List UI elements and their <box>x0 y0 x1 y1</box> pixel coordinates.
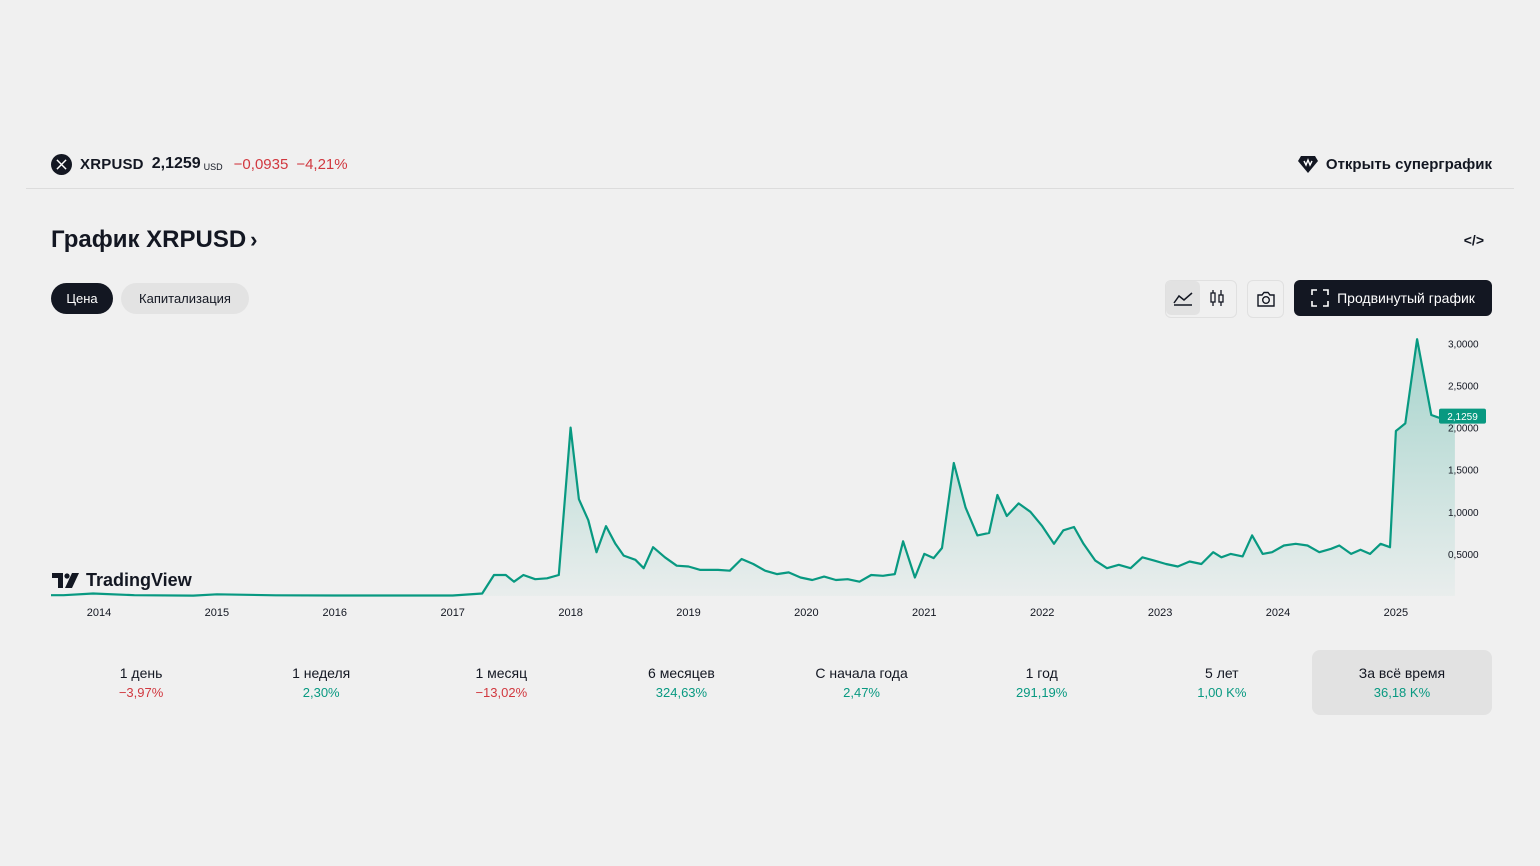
period-value: 36,18 K% <box>1373 685 1431 700</box>
tab-price[interactable]: Цена <box>51 283 113 314</box>
tradingview-logo: TradingView <box>52 570 192 591</box>
chart-title: График XRPUSD <box>51 226 247 253</box>
period-value: 324,63% <box>655 685 708 700</box>
snapshot-button[interactable] <box>1247 280 1284 318</box>
period-label: 1 день <box>119 665 163 681</box>
chevron-right-icon: › <box>250 227 258 252</box>
x-axis-label: 2022 <box>1030 607 1054 619</box>
x-axis-label: 2019 <box>676 607 700 619</box>
period-label: 5 лет <box>1205 665 1239 681</box>
fullscreen-icon <box>1311 289 1329 307</box>
period-label: 6 месяцев <box>648 665 715 681</box>
y-axis-label: 2,0000 <box>1448 424 1479 435</box>
tab-capitalization[interactable]: Капитализация <box>121 283 249 314</box>
period-value: 291,19% <box>1016 685 1068 700</box>
y-axis-label: 1,5000 <box>1448 466 1479 477</box>
x-axis-label: 2014 <box>87 607 111 619</box>
period-value: 2,30% <box>302 685 340 700</box>
period-1m[interactable]: 1 месяц −13,02% <box>411 650 591 715</box>
price-chart[interactable]: 2014 2015 2016 2017 2018 2019 2020 2021 2022 2023… <box>0 0 1540 640</box>
area-chart-icon <box>1173 292 1193 306</box>
tradingview-mark-icon <box>52 573 79 588</box>
period-1y[interactable]: 1 год 291,19% <box>952 650 1132 715</box>
x-axis-label: 2017 <box>440 607 464 619</box>
supergraph-diamond-icon <box>1297 156 1318 173</box>
symbol-header-bar: XRPUSD 2,1259 USD −0,0935 −4,21% Открыть… <box>26 140 1514 189</box>
price-area-fill <box>51 339 1455 596</box>
current-price: 2,1259 <box>151 155 201 172</box>
advanced-chart-button[interactable]: Продвинутый график <box>1294 280 1492 316</box>
open-supergraph-label: Открыть суперграфик <box>1325 155 1492 173</box>
period-value: −3,97% <box>118 685 164 700</box>
period-all-time[interactable]: За всё время 36,18 K% <box>1311 650 1492 715</box>
period-label: 1 неделя <box>292 665 351 681</box>
period-label: За всё время <box>1358 665 1446 681</box>
chart-type-toggle <box>1165 280 1237 318</box>
period-label: 1 месяц <box>475 665 528 681</box>
price-currency: USD <box>203 161 223 172</box>
area-chart-button[interactable] <box>1166 281 1200 315</box>
period-6m[interactable]: 6 месяцев 324,63% <box>591 650 771 715</box>
period-ytd[interactable]: С начала года 2,47% <box>772 650 952 715</box>
candles-chart-button[interactable] <box>1200 281 1234 315</box>
symbol-name[interactable]: XRPUSD <box>80 155 144 173</box>
period-value: 1,00 K% <box>1197 685 1247 700</box>
y-axis-label: 2,5000 <box>1448 382 1479 393</box>
x-axis-label: 2020 <box>794 607 818 619</box>
camera-icon <box>1256 291 1275 307</box>
x-axis-label: 2018 <box>558 607 582 619</box>
embed-code-icon[interactable]: </> <box>1463 232 1484 248</box>
period-label: С начала года <box>815 665 908 681</box>
price-change-percent: −4,21% <box>296 155 348 173</box>
y-axis-label: 0,5000 <box>1448 550 1479 561</box>
open-supergraph-button[interactable]: Открыть суперграфик <box>1297 154 1492 174</box>
last-price-badge-label: 2,1259 <box>1447 412 1478 423</box>
period-value: 2,47% <box>843 685 880 700</box>
price-change: −0,0935 <box>233 155 289 173</box>
xrp-logo-icon <box>51 153 72 175</box>
x-axis-label: 2024 <box>1266 607 1290 619</box>
period-1d[interactable]: 1 день −3,97% <box>51 650 231 715</box>
x-axis-label: 2016 <box>323 607 347 619</box>
last-price-badge <box>1439 408 1486 424</box>
tradingview-brand: TradingView <box>86 570 192 590</box>
x-axis-label: 2023 <box>1148 607 1172 619</box>
chart-title-link[interactable]: График XRPUSD › <box>51 226 257 254</box>
price-line <box>51 338 1456 597</box>
period-performance-row: 1 день −3,97% 1 неделя 2,30% 1 месяц −13… <box>51 650 1492 715</box>
x-axis-label: 2015 <box>205 607 229 619</box>
candles-icon <box>1210 290 1224 306</box>
y-axis-label: 3,0000 <box>1448 339 1479 350</box>
advanced-chart-label: Продвинутый график <box>1337 290 1475 306</box>
y-axis-label: 1,0000 <box>1448 508 1479 519</box>
period-label: 1 год <box>1025 665 1058 681</box>
period-1w[interactable]: 1 неделя 2,30% <box>231 650 411 715</box>
x-axis-label: 2021 <box>912 607 936 619</box>
period-5y[interactable]: 5 лет 1,00 K% <box>1132 650 1312 715</box>
period-value: −13,02% <box>475 685 528 700</box>
x-axis-label: 2025 <box>1384 607 1408 619</box>
